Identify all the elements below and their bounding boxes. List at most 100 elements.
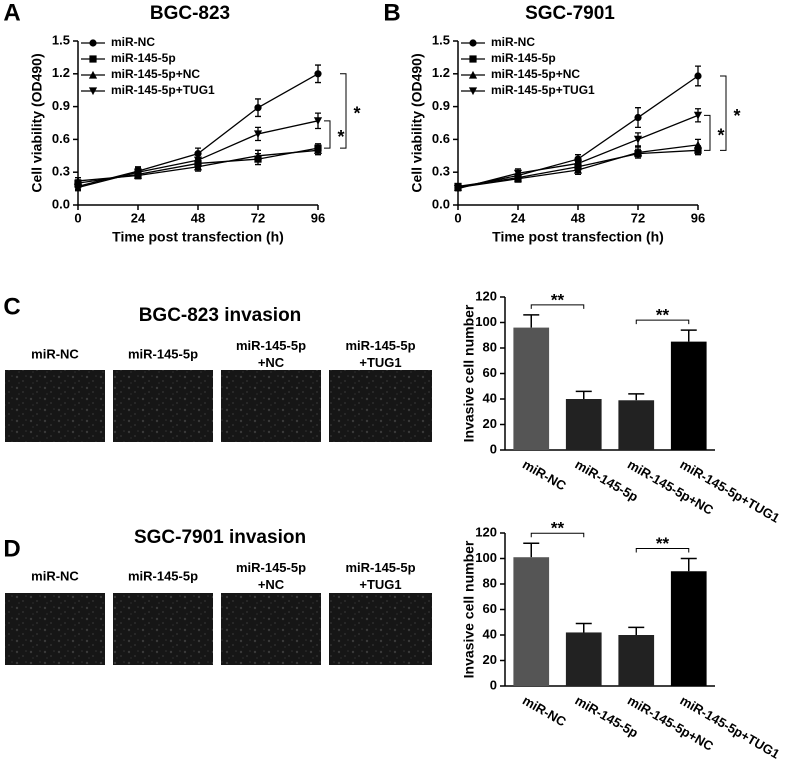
y-tick-label: 80 xyxy=(483,575,497,590)
x-tick-label: 0 xyxy=(454,210,461,225)
image-label: miR-145-5p xyxy=(128,346,198,361)
bar xyxy=(565,632,602,686)
x-tick-label: miR-NC xyxy=(520,693,569,730)
legend-marker xyxy=(468,87,478,96)
panel-label: D xyxy=(3,535,20,562)
x-tick-label: 72 xyxy=(631,210,645,225)
marker xyxy=(73,183,83,192)
significance-label: ** xyxy=(551,519,565,538)
marker xyxy=(253,130,263,139)
legend-marker xyxy=(468,70,478,79)
marker xyxy=(633,135,643,144)
chart-title: BGC-823 xyxy=(150,3,230,24)
y-tick-label: 120 xyxy=(475,288,497,303)
y-tick-label: 60 xyxy=(483,365,497,380)
marker xyxy=(693,111,703,120)
x-tick-label: 72 xyxy=(251,210,265,225)
significance-label: * xyxy=(337,127,344,147)
image-label: +NC xyxy=(258,355,285,370)
legend-label: miR-145-5p xyxy=(111,51,176,65)
legend-marker xyxy=(89,55,97,63)
significance-label: * xyxy=(733,106,740,126)
image-label: miR-145-5p xyxy=(345,338,415,353)
marker xyxy=(193,156,203,165)
micrograph xyxy=(221,593,321,665)
image-label: +NC xyxy=(258,577,285,592)
micrograph xyxy=(329,593,432,665)
error-bar xyxy=(575,390,592,399)
significance-label: ** xyxy=(656,306,670,325)
y-tick-label: 40 xyxy=(483,390,497,405)
error-bar xyxy=(523,314,540,328)
significance-label: ** xyxy=(656,534,670,553)
y-tick-label: 0.9 xyxy=(432,98,450,113)
significance-bracket xyxy=(635,319,690,325)
panel-title: SGC-7901 invasion xyxy=(134,527,306,548)
legend-label: miR-145-5p+NC xyxy=(491,67,580,81)
legend-label: miR-NC xyxy=(111,35,155,49)
marker xyxy=(634,113,642,122)
error-bar xyxy=(628,626,645,635)
marker xyxy=(314,70,322,78)
panel-title: BGC-823 invasion xyxy=(139,305,302,326)
y-tick-label: 1.2 xyxy=(432,65,450,80)
y-tick-label: 1.5 xyxy=(52,32,70,47)
legend-label: miR-145-5p xyxy=(491,51,556,65)
legend-marker xyxy=(88,87,98,96)
y-tick-label: 80 xyxy=(483,339,497,354)
x-axis-label: Time post transfection (h) xyxy=(112,229,284,245)
image-label: miR-145-5p xyxy=(236,560,306,575)
significance-bracket xyxy=(324,120,331,149)
marker xyxy=(573,159,583,168)
y-tick-label: 0.0 xyxy=(432,196,450,211)
y-tick-label: 20 xyxy=(483,652,497,667)
marker xyxy=(573,165,583,174)
error-bar xyxy=(680,557,697,572)
x-tick-label: 48 xyxy=(571,210,585,225)
marker xyxy=(513,169,523,178)
marker xyxy=(513,174,523,183)
x-tick-label: 24 xyxy=(511,210,526,225)
y-tick-label: 0.3 xyxy=(432,164,450,179)
y-tick-label: 100 xyxy=(475,550,497,565)
y-tick-label: 1.5 xyxy=(432,32,450,47)
x-tick-label: miR-NC xyxy=(520,457,569,494)
image-label: +TUG1 xyxy=(359,577,401,592)
x-tick-label: 48 xyxy=(191,210,205,225)
bar xyxy=(565,399,602,450)
error-bar xyxy=(628,393,645,401)
legend-label: miR-145-5p+NC xyxy=(111,67,200,81)
x-axis-label: Time post transfection (h) xyxy=(492,229,664,245)
x-tick-label: miR-145-5p+TUG1 xyxy=(678,693,783,759)
marker xyxy=(254,104,262,112)
marker xyxy=(694,72,702,80)
marker xyxy=(194,150,202,158)
legend-label: miR-145-5p+TUG1 xyxy=(111,83,215,97)
micrograph xyxy=(5,593,105,665)
image-label: miR-145-5p xyxy=(128,568,198,583)
bar xyxy=(513,327,550,450)
x-tick-label: 96 xyxy=(311,210,325,225)
y-tick-label: 120 xyxy=(475,524,497,539)
y-axis-label: Invasive cell number xyxy=(461,304,477,442)
legend-marker xyxy=(469,39,477,47)
marker xyxy=(453,185,463,193)
marker xyxy=(693,140,703,149)
significance-label: ** xyxy=(551,290,565,309)
y-tick-label: 0.6 xyxy=(432,131,450,146)
significance-label: * xyxy=(353,104,360,124)
y-tick-label: 0 xyxy=(490,677,497,692)
image-label: +TUG1 xyxy=(359,355,401,370)
legend-label: miR-145-5p+TUG1 xyxy=(491,83,595,97)
significance-bracket xyxy=(340,73,347,149)
error-bar xyxy=(680,329,697,342)
y-tick-label: 0.9 xyxy=(52,98,70,113)
legend-marker xyxy=(89,39,97,47)
marker xyxy=(73,176,83,185)
marker xyxy=(253,151,263,160)
y-axis-label: Cell viability (OD490) xyxy=(29,53,45,192)
significance-bracket xyxy=(635,548,690,553)
panel-label: B xyxy=(383,0,400,26)
